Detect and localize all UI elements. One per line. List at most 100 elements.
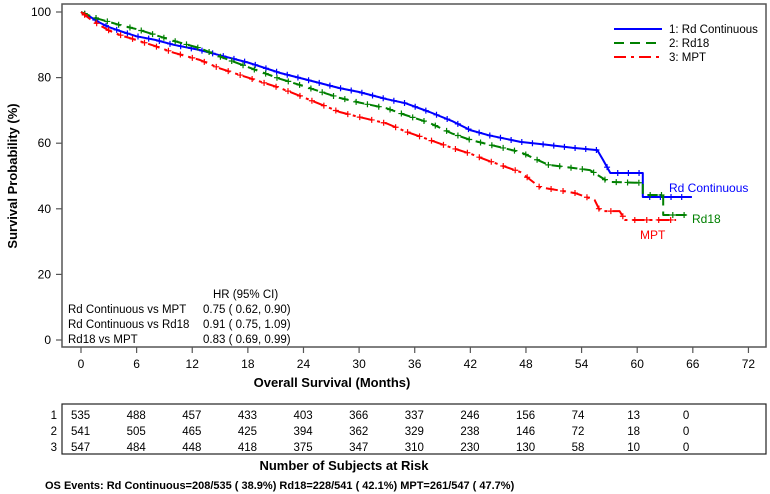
survival-curves — [80, 10, 692, 223]
censor-mark — [166, 40, 173, 47]
censor-mark — [678, 193, 685, 200]
at-risk-cell: 448 — [182, 442, 201, 454]
plot-frame — [61, 3, 767, 348]
hr-value-3: 0.83 ( 0.69, 0.99) — [203, 334, 291, 346]
censor-mark — [440, 141, 447, 148]
censor-mark — [476, 129, 483, 136]
censor-mark — [540, 141, 547, 148]
censor-mark — [189, 54, 196, 61]
censor-mark — [548, 186, 555, 193]
censor-mark — [129, 35, 136, 42]
hr-header: HR (95% CI) — [213, 289, 278, 301]
at-risk-cell: 0 — [683, 442, 689, 454]
censor-mark — [404, 129, 411, 136]
censor-mark — [117, 32, 124, 39]
censor-mark — [294, 74, 301, 81]
censor-mark — [412, 103, 419, 110]
censor-mark — [183, 41, 190, 48]
at-risk-cell: 541 — [71, 426, 90, 438]
censor-mark — [273, 83, 280, 90]
censor-mark — [488, 158, 495, 165]
censor-mark — [422, 107, 429, 114]
x-tick-label-18: 18 — [241, 357, 255, 371]
censor-mark — [348, 87, 355, 94]
y-axis: 0 20 40 60 80 100 — [31, 5, 62, 347]
x-tick-label-60: 60 — [631, 357, 645, 371]
end-label-mpt: MPT — [640, 228, 666, 242]
censor-mark — [512, 167, 519, 174]
censor-mark — [305, 77, 312, 84]
x-tick-label-54: 54 — [575, 357, 589, 371]
censor-mark — [561, 143, 568, 150]
censor-mark — [524, 174, 531, 181]
censor-mark — [398, 110, 405, 117]
censor-mark — [104, 18, 111, 25]
censor-mark — [497, 134, 504, 141]
censor-mark — [273, 68, 280, 75]
at-risk-cell: 347 — [349, 442, 368, 454]
x-tick-label-72: 72 — [742, 357, 756, 371]
censor-mark — [486, 132, 493, 139]
at-risk-cell: 375 — [293, 442, 312, 454]
censor-mark — [635, 179, 642, 186]
at-risk-frame — [61, 403, 767, 455]
at-risk-cell: 362 — [349, 426, 368, 438]
censor-mark — [262, 70, 269, 77]
censor-mark — [285, 78, 292, 85]
y-tick-label-100: 100 — [31, 5, 51, 19]
censor-mark — [262, 65, 269, 72]
censor-mark — [583, 194, 590, 201]
censor-mark — [368, 116, 375, 123]
censor-mark — [536, 183, 543, 190]
hr-value-1: 0.75 ( 0.62, 0.90) — [203, 304, 291, 316]
at-risk-cell: 130 — [516, 442, 535, 454]
y-axis-title: Survival Probability (%) — [5, 103, 20, 248]
x-axis: 0 6 12 18 24 30 36 42 48 54 60 66 72 — [78, 347, 756, 371]
curve-rd-continuous — [80, 11, 692, 198]
censor-mark — [138, 27, 145, 34]
censor-mark — [240, 62, 247, 69]
censor-mark — [115, 21, 122, 28]
at-risk-cell: 433 — [238, 410, 257, 422]
censor-mark — [344, 111, 351, 118]
at-risk-cell: 547 — [71, 442, 90, 454]
censor-mark — [416, 133, 423, 140]
censor-mark — [631, 216, 638, 223]
at-risk-cell: 418 — [238, 442, 257, 454]
censor-mark — [337, 85, 344, 92]
x-tick-label-0: 0 — [78, 357, 85, 371]
at-risk-cell: 457 — [182, 410, 201, 422]
censor-mark — [571, 190, 578, 197]
x-axis-title: Overall Survival (Months) — [254, 375, 411, 390]
censor-mark — [454, 120, 461, 127]
at-risk-cell: 13 — [627, 410, 640, 422]
at-risk-cell: 488 — [127, 410, 146, 422]
y-tick-label-20: 20 — [38, 267, 52, 281]
censor-mark — [387, 106, 394, 113]
censor-mark — [476, 154, 483, 161]
at-risk-cell: 484 — [127, 442, 147, 454]
censor-mark — [172, 38, 179, 45]
censor-mark — [560, 188, 567, 195]
censor-mark — [177, 43, 184, 50]
at-risk-row-label-2: 2 — [51, 426, 57, 438]
x-tick-label-12: 12 — [186, 357, 200, 371]
censor-mark — [428, 137, 435, 144]
censor-mark — [667, 216, 674, 223]
censor-mark — [545, 161, 552, 168]
censor-mark — [273, 74, 280, 81]
y-tick-label-80: 80 — [38, 71, 52, 85]
censor-mark — [160, 34, 167, 41]
at-risk-cell: 156 — [516, 410, 535, 422]
censor-mark — [141, 39, 148, 46]
censor-mark — [529, 140, 536, 147]
censor-mark — [261, 79, 268, 86]
censor-mark — [319, 89, 326, 96]
at-risk-cell: 403 — [293, 410, 312, 422]
censor-mark — [217, 53, 224, 60]
censor-mark — [326, 82, 333, 89]
censor-mark — [126, 24, 133, 31]
censor-mark — [113, 26, 120, 33]
censor-mark — [165, 47, 172, 54]
